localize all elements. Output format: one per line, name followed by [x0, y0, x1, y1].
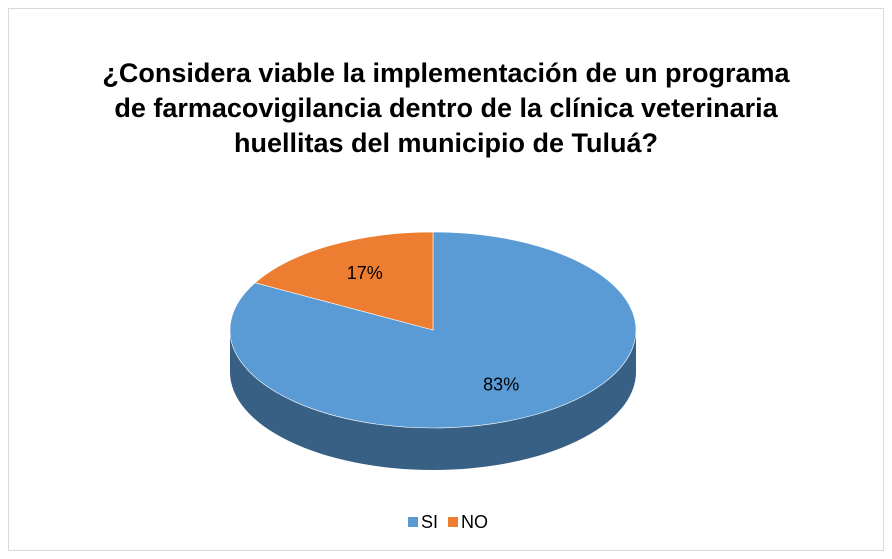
chart-title: ¿Considera viable la implementación de u… [102, 58, 790, 158]
pie-side [230, 330, 636, 470]
data-label: 83% [483, 374, 519, 394]
pie-slice [254, 231, 434, 331]
data-label: 17% [347, 263, 383, 283]
legend-label: SI [421, 512, 438, 532]
legend-swatch [408, 517, 418, 527]
legend-label: NO [461, 512, 488, 532]
legend-swatch [448, 517, 459, 527]
